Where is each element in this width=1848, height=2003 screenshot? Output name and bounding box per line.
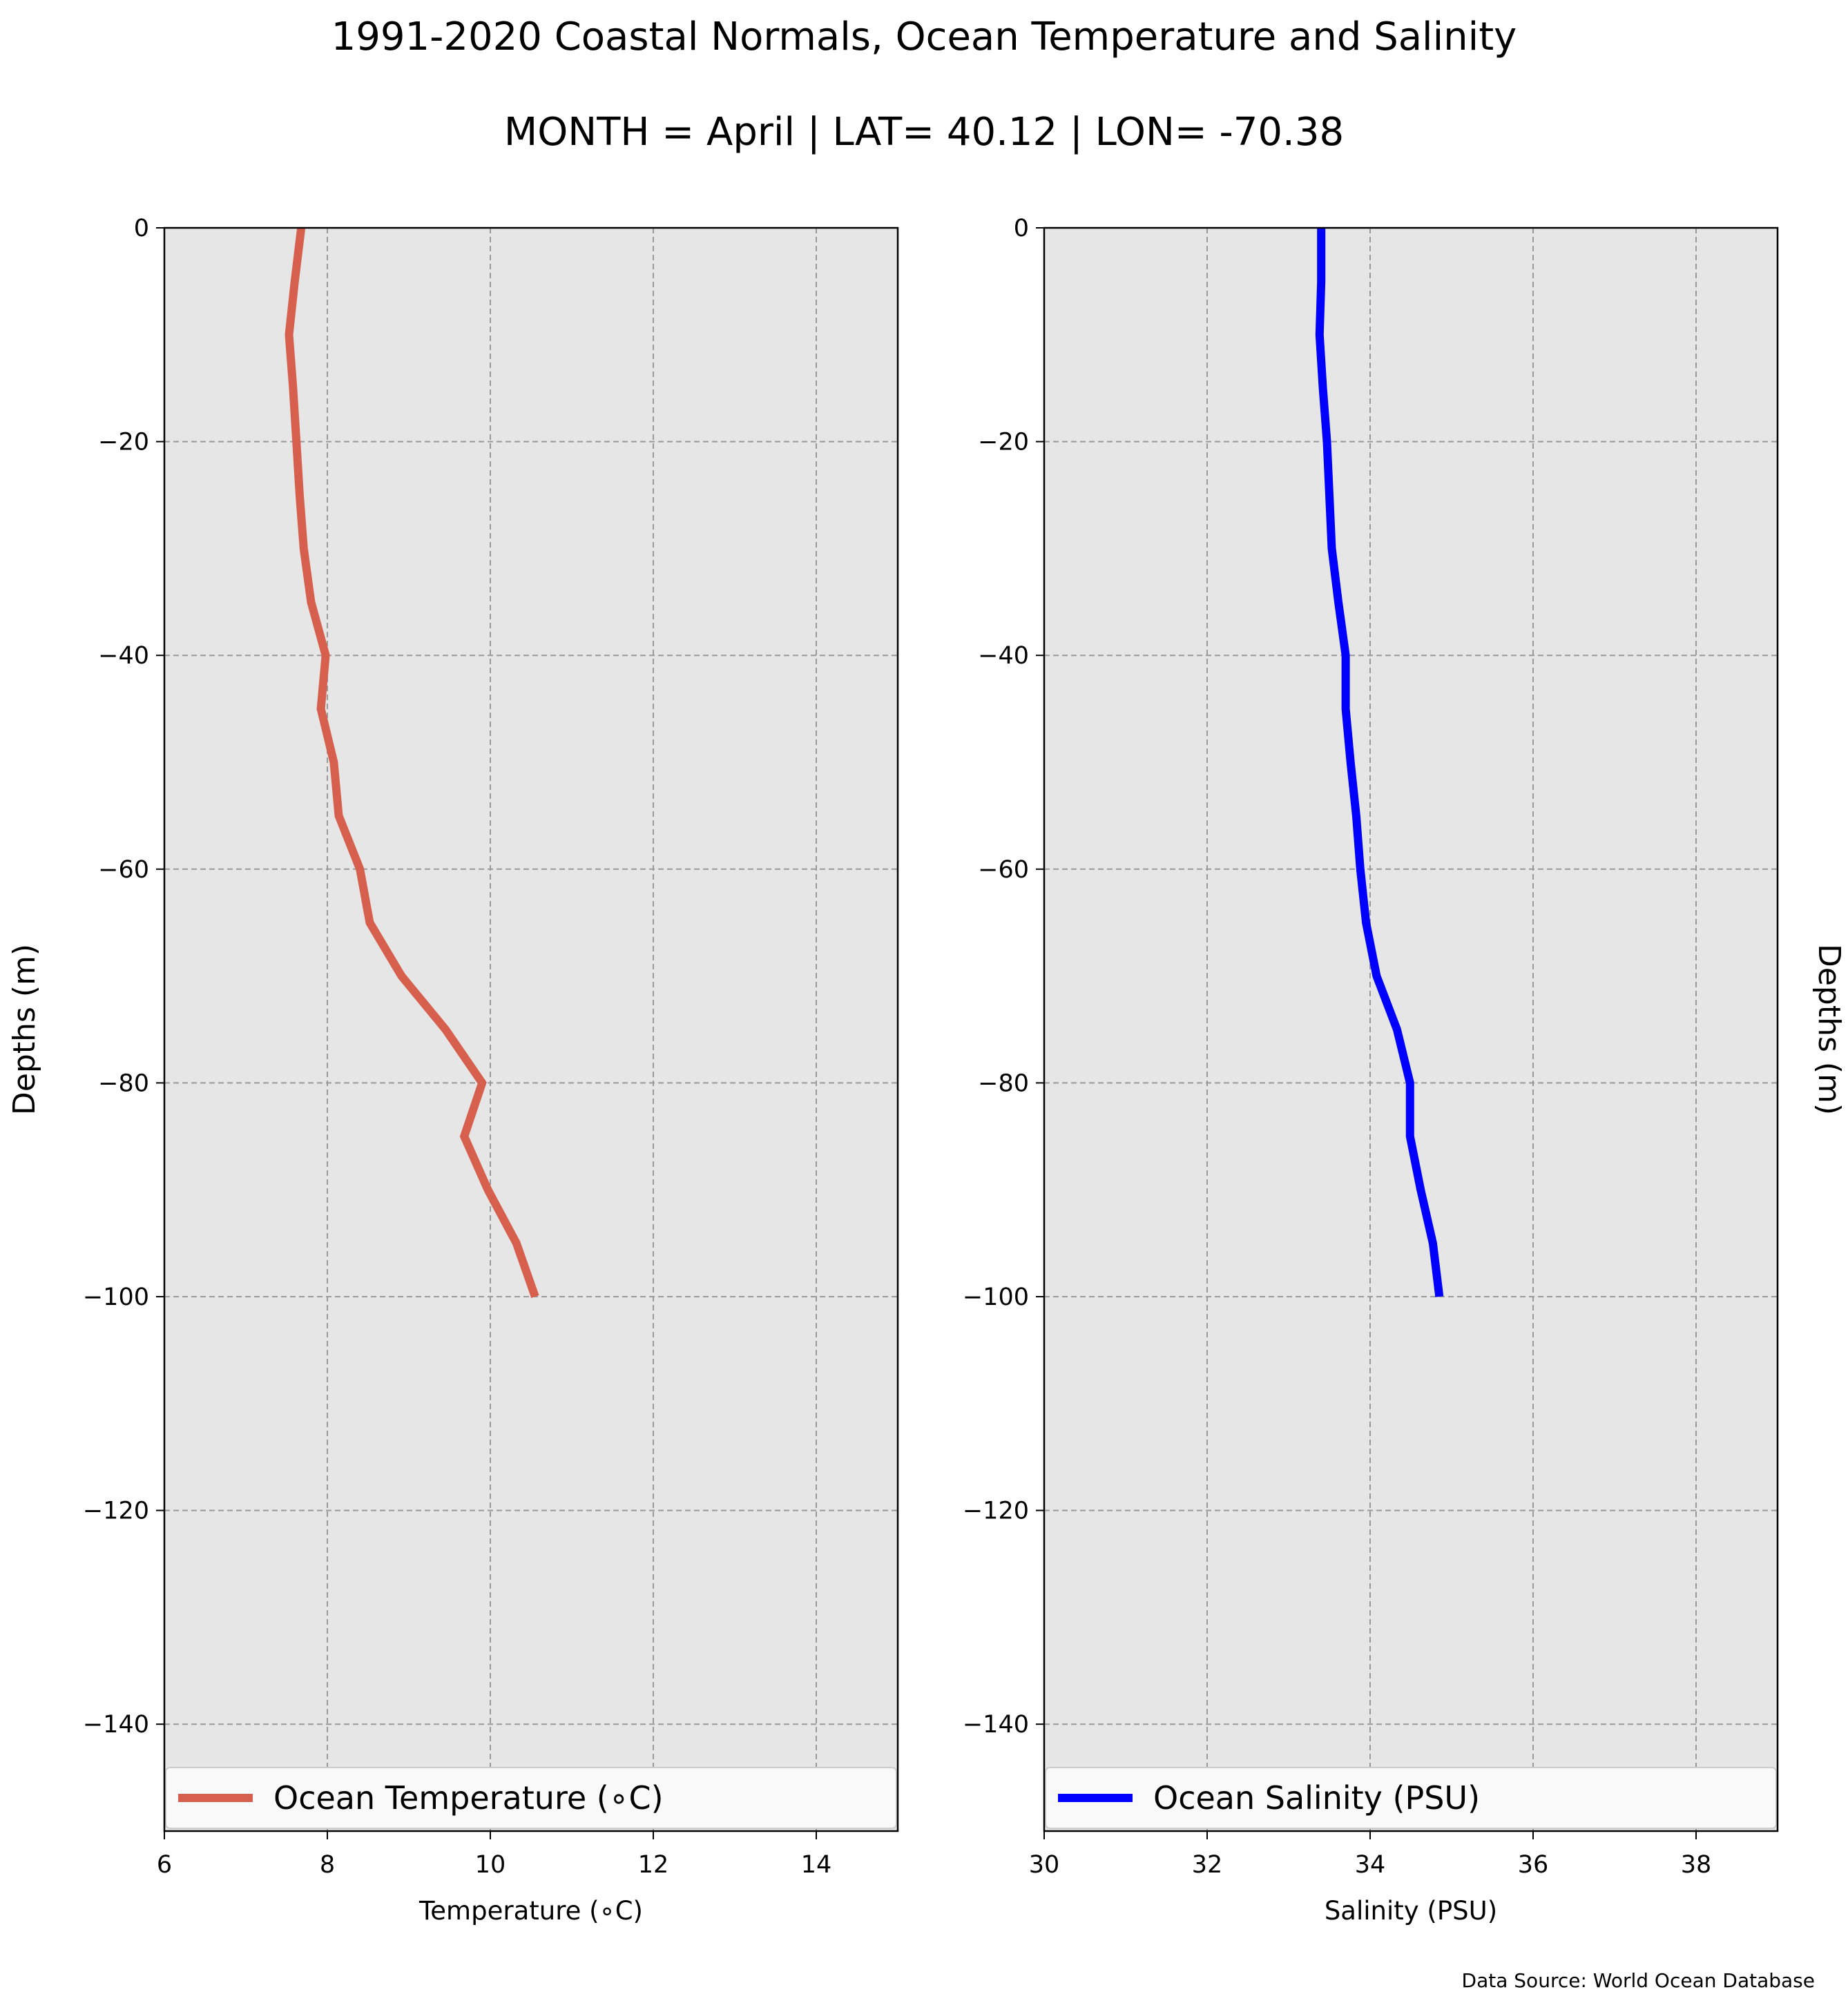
legend-box (165, 1767, 897, 1829)
y-tick-label: −140 (963, 1711, 1029, 1739)
plot-background (1044, 228, 1778, 1831)
x-tick-label: 30 (1029, 1851, 1060, 1879)
series-line (285, 227, 539, 1298)
y-tick-label: 0 (134, 215, 149, 242)
legend-box (1045, 1767, 1777, 1829)
y-axis-label: Depths (m) (1811, 944, 1847, 1115)
data-source-note: Data Source: World Ocean Database (1462, 1969, 1815, 1992)
x-tick-label: 14 (801, 1851, 832, 1879)
series-line (1315, 228, 1444, 1297)
legend-label: Ocean Temperature (∘C) (273, 1779, 664, 1817)
plot-background (164, 228, 898, 1831)
y-tick-label: −20 (978, 429, 1029, 456)
y-tick-label: −100 (83, 1284, 149, 1311)
y-tick-label: −120 (83, 1498, 149, 1525)
legend-label: Ocean Salinity (PSU) (1153, 1779, 1480, 1817)
axes-frame (163, 226, 899, 1832)
x-axis-label: Temperature (∘C) (418, 1896, 643, 1926)
y-tick-label: −80 (978, 1070, 1029, 1097)
x-tick-label: 10 (475, 1851, 506, 1879)
x-tick-label: 34 (1355, 1851, 1386, 1879)
y-tick-label: −20 (98, 429, 149, 456)
y-tick-label: −60 (978, 856, 1029, 884)
x-tick-label: 38 (1681, 1851, 1712, 1879)
x-tick-label: 32 (1192, 1851, 1223, 1879)
x-axis-label: Salinity (PSU) (1325, 1896, 1497, 1926)
x-tick-label: 36 (1518, 1851, 1549, 1879)
y-tick-label: −40 (978, 642, 1029, 670)
y-tick-label: −60 (98, 856, 149, 884)
y-tick-label: −120 (963, 1498, 1029, 1525)
y-tick-label: −100 (963, 1284, 1029, 1311)
figure-title: 1991-2020 Coastal Normals, Ocean Tempera… (331, 14, 1517, 59)
x-tick-label: 6 (157, 1851, 172, 1879)
x-tick-label: 12 (638, 1851, 669, 1879)
y-axis-label: Depths (m) (7, 944, 42, 1115)
y-tick-label: 0 (1014, 215, 1029, 242)
figure-subtitle: MONTH = April | LAT= 40.12 | LON= -70.38 (504, 110, 1344, 155)
salinity-panel: Ocean Salinity (PSU) 30 32 34 36 38 0 −20 −40 −60… (963, 215, 1847, 1926)
y-tick-label: −40 (98, 642, 149, 670)
temperature-panel: Ocean Temperature (∘C) 6 8 10 12 14 0 −20 −40 −60… (7, 215, 899, 1926)
axes-frame (1043, 226, 1779, 1832)
x-tick-label: 8 (320, 1851, 335, 1879)
y-tick-label: −80 (98, 1070, 149, 1097)
y-tick-label: −140 (83, 1711, 149, 1739)
